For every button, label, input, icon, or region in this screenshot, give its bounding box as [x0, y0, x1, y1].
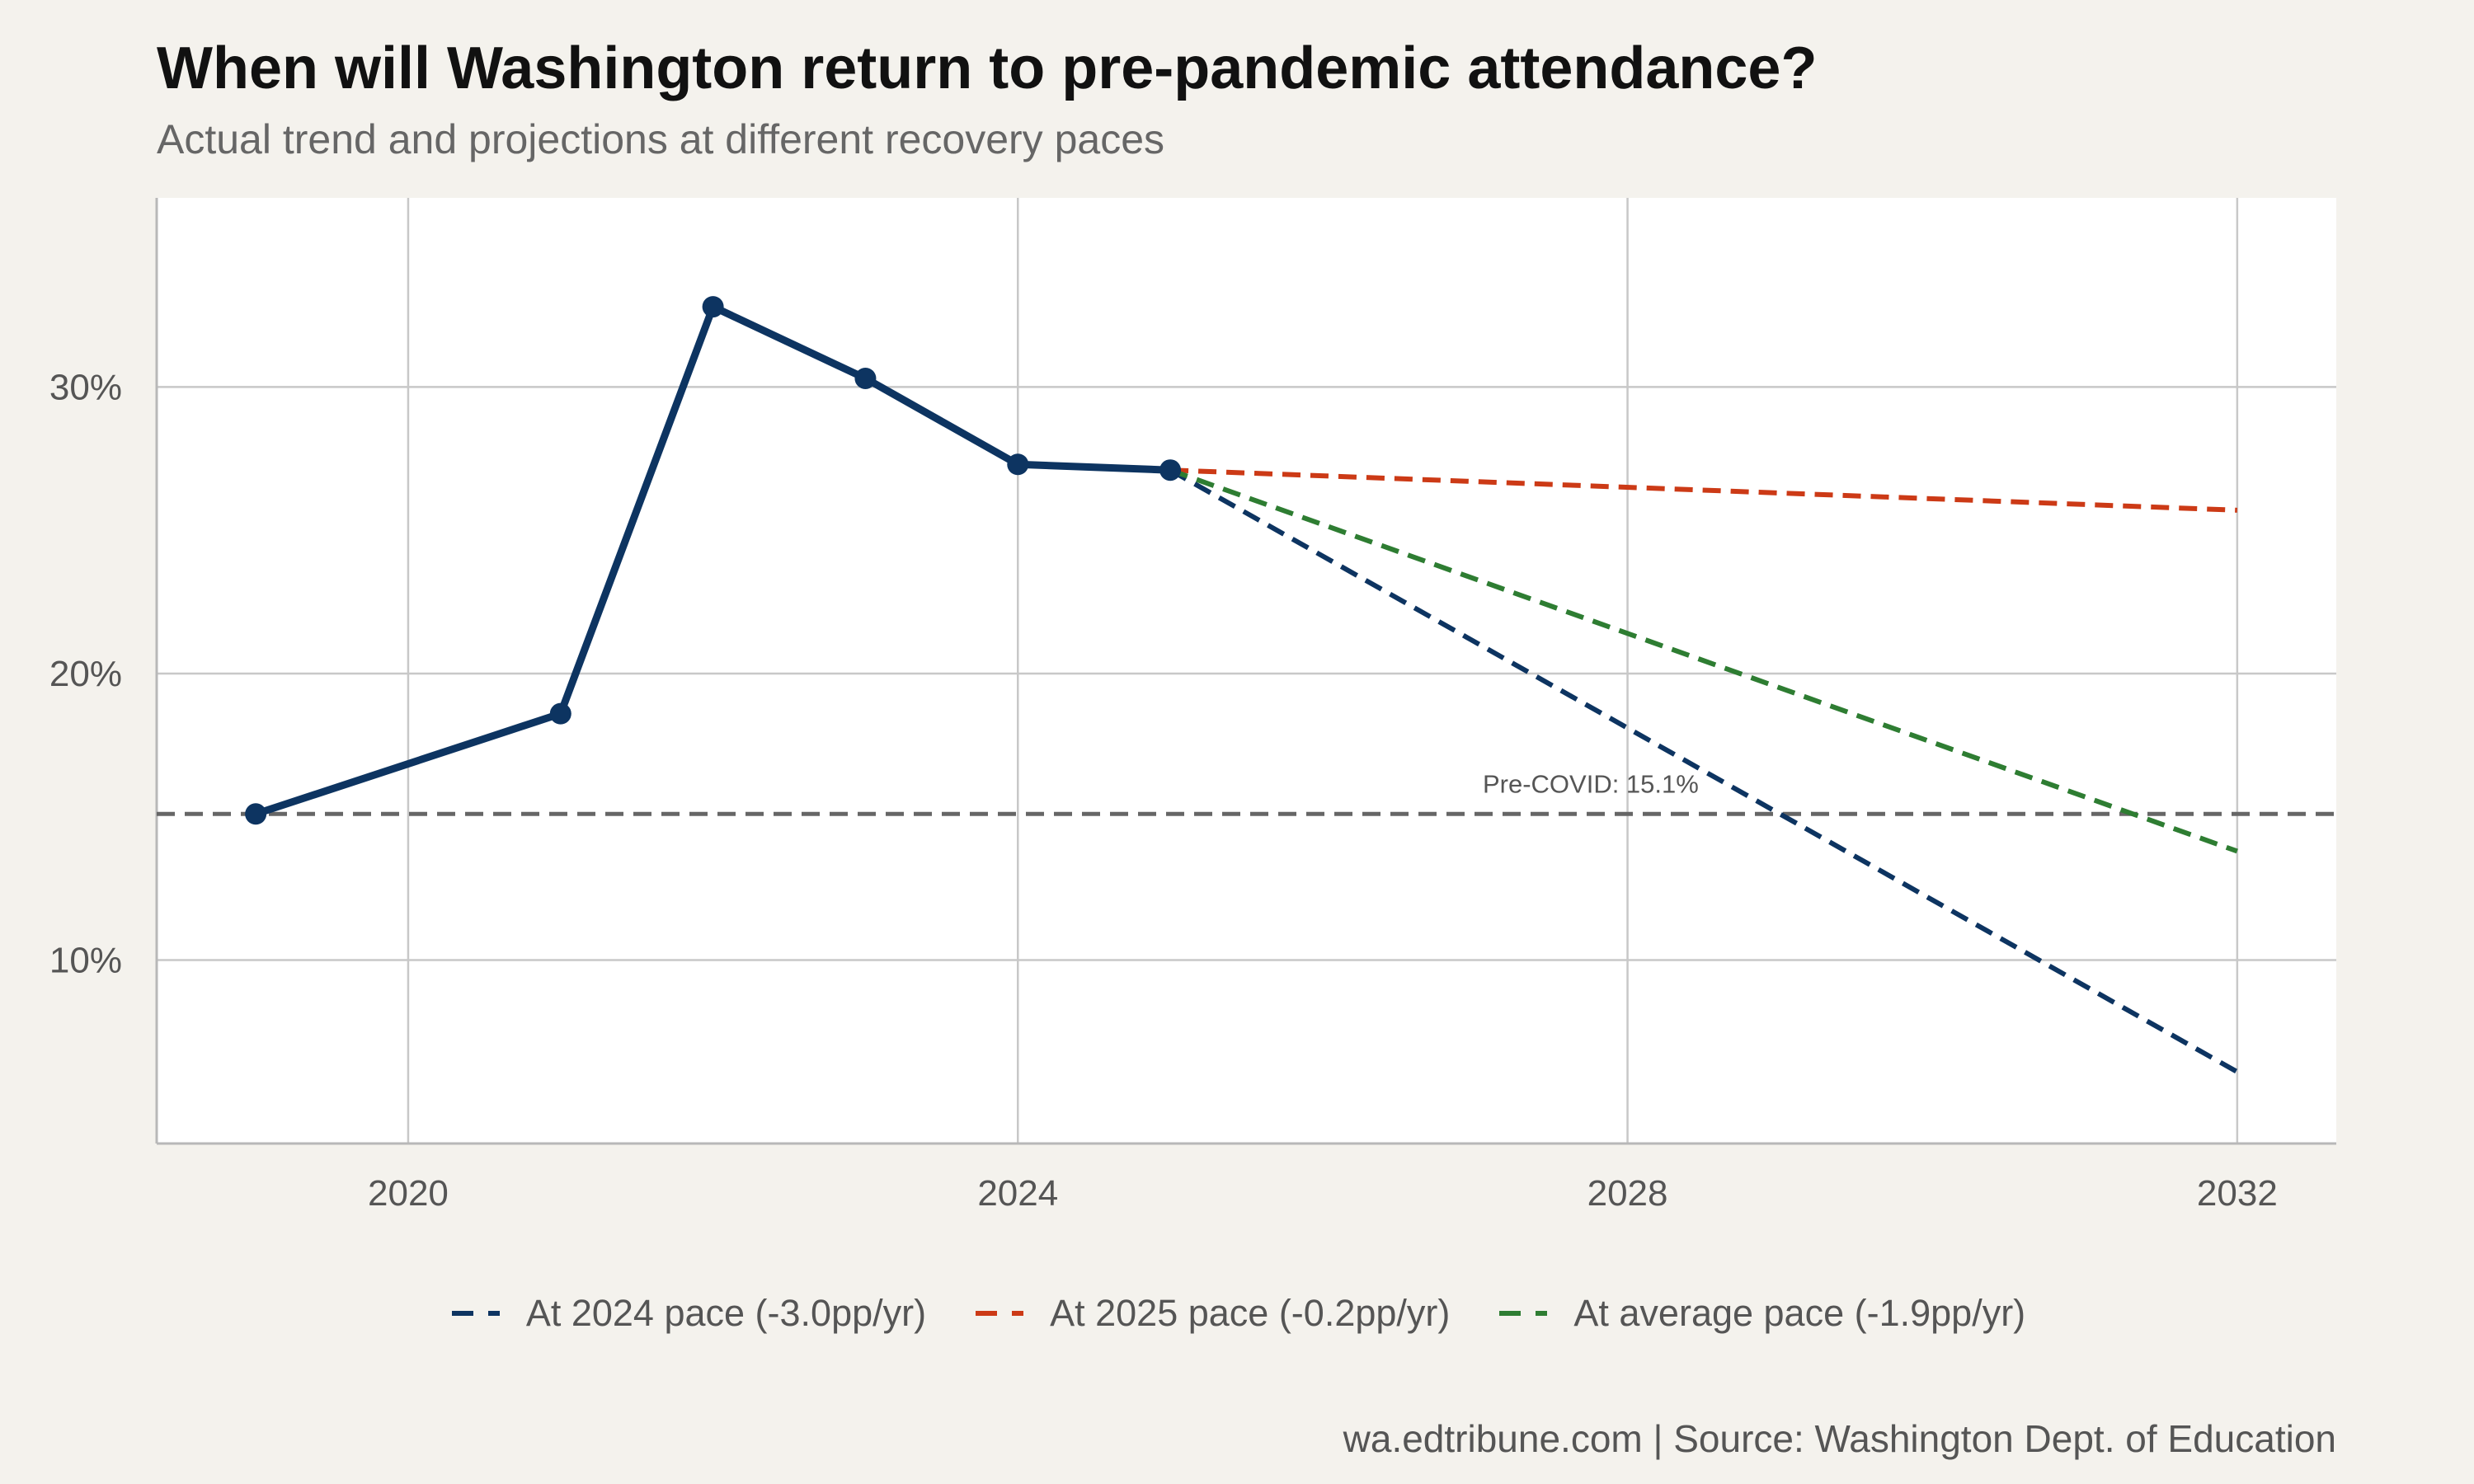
y-tick-label: 20%	[49, 654, 122, 694]
baseline-label: Pre-COVID: 15.1%	[1483, 769, 1699, 798]
actual-point	[854, 367, 877, 389]
actual-point	[245, 803, 267, 825]
legend-key-swatch	[451, 1311, 500, 1316]
chart-legend: At 2024 pace (-3.0pp/yr) At 2025 pace (-0…	[0, 1292, 2474, 1335]
projection-lines	[1169, 467, 2239, 1074]
x-tick-label: 2028	[1587, 1173, 1668, 1214]
legend-item: At 2025 pace (-0.2pp/yr)	[972, 1292, 1450, 1335]
actual-point	[1159, 459, 1182, 481]
legend-label: At 2025 pace (-0.2pp/yr)	[1050, 1292, 1451, 1334]
x-tick-label: 2032	[2197, 1173, 2278, 1214]
actual-series	[245, 296, 1182, 825]
legend-key-swatch	[1499, 1311, 1548, 1316]
legend-label: At 2024 pace (-3.0pp/yr)	[525, 1292, 927, 1334]
chart-title: When will Washington return to pre-pande…	[157, 35, 1818, 101]
x-tick-label: 2024	[977, 1173, 1058, 1214]
actual-point	[549, 702, 571, 725]
legend-label: At average pace (-1.9pp/yr)	[1573, 1292, 2026, 1334]
axes: 10% 20% 30% 2020 2024 2028 2032	[49, 198, 2336, 1214]
y-tick-label: 10%	[49, 941, 122, 981]
chart-subtitle: Actual trend and projections at differen…	[157, 116, 1164, 162]
projection-line-1	[1169, 467, 2239, 1074]
actual-line	[252, 303, 1174, 818]
plot-panel	[157, 198, 2336, 1144]
projection-line-3	[1169, 467, 2238, 854]
x-tick-label: 2020	[368, 1173, 449, 1214]
legend-item: At average pace (-1.9pp/yr)	[1496, 1292, 2025, 1335]
baseline-group: Pre-COVID: 15.1%	[157, 769, 2336, 816]
gridlines	[157, 198, 2336, 1144]
y-tick-label: 30%	[49, 367, 122, 407]
source-caption: wa.edtribune.com | Source: Washington De…	[1343, 1417, 2336, 1460]
projection-line-2	[1169, 467, 2237, 513]
legend-item: At 2024 pace (-3.0pp/yr)	[449, 1292, 926, 1335]
actual-point	[702, 296, 724, 318]
actual-point	[1007, 453, 1029, 476]
legend-key-swatch	[976, 1311, 1024, 1316]
